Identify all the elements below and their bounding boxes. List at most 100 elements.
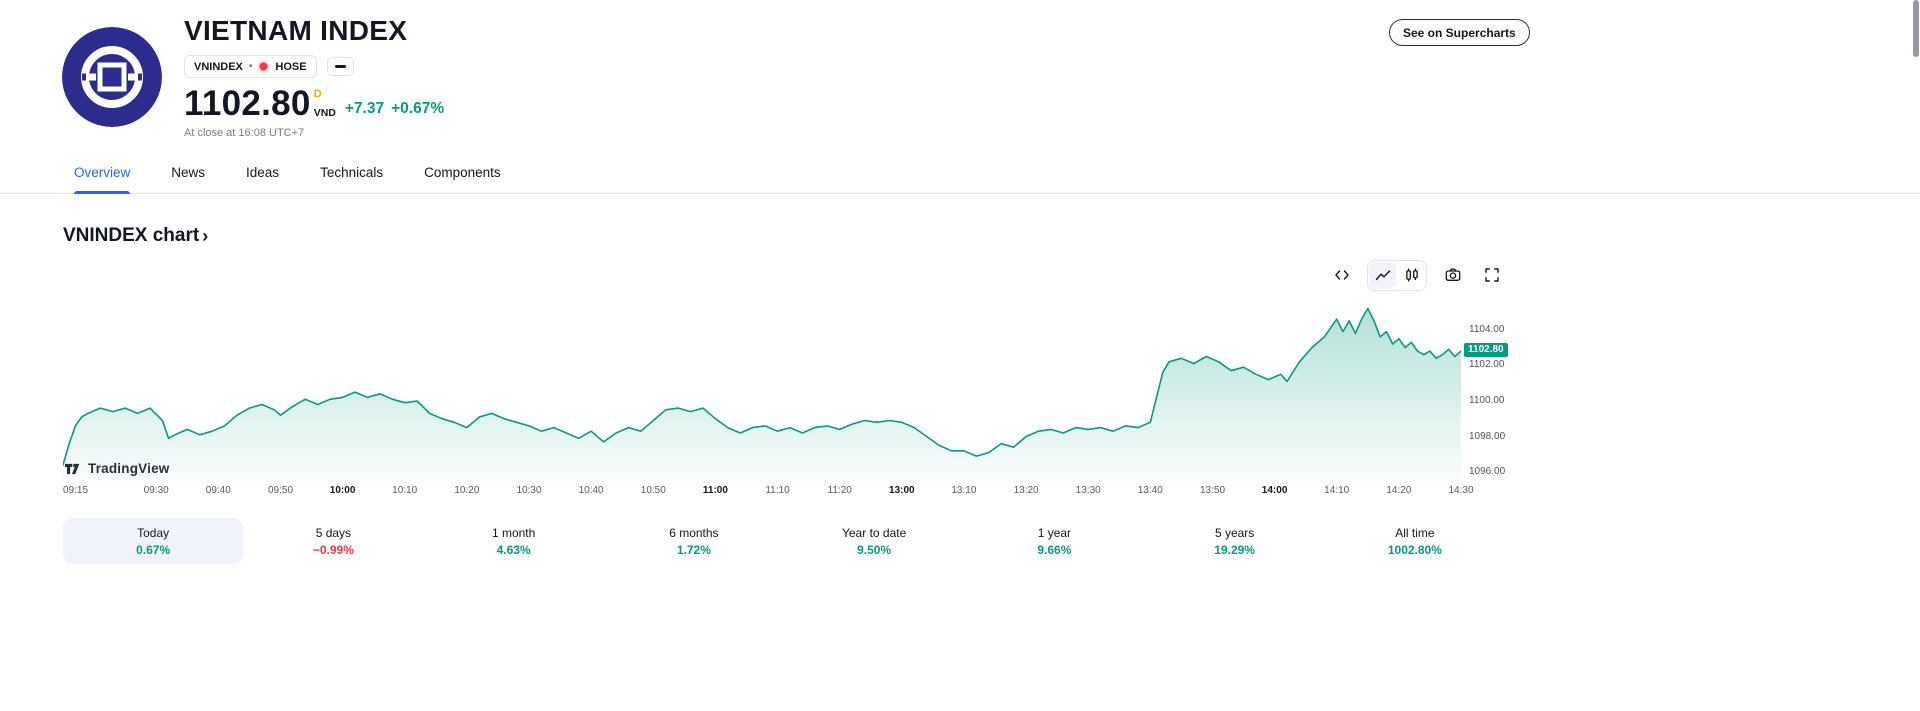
time-tick-label: 14:00	[1261, 485, 1288, 496]
period-label: 1 month	[491, 525, 536, 540]
area-chart-icon	[1375, 270, 1390, 281]
price-tick-label: 1098.00	[1469, 430, 1506, 442]
price-chart[interactable]	[63, 296, 1461, 481]
price-row: 1102.80 D VND +7.37 +0.67%	[184, 86, 444, 121]
price-tick-label: 1100.00	[1469, 394, 1505, 406]
period-value: 1.72%	[676, 542, 711, 557]
time-tick-label: 10:10	[392, 485, 418, 496]
candles-style-button[interactable]	[1398, 262, 1425, 289]
fullscreen-button[interactable]	[1478, 262, 1505, 289]
period-today[interactable]: Today 0.67%	[63, 518, 244, 564]
period-performance-bar: Today 0.67% 5 days −0.99% 1 month 4.63% …	[63, 518, 1505, 564]
time-tick-label: 10:00	[329, 485, 356, 496]
camera-icon	[1445, 268, 1460, 281]
period-label: Today	[137, 525, 170, 540]
period-label: All time	[1395, 525, 1435, 540]
separator-dot: •	[248, 61, 253, 72]
see-on-supercharts-button[interactable]: See on Supercharts	[1389, 19, 1530, 46]
time-tick-label: 09:15	[63, 485, 89, 496]
time-tick-label: 09:30	[143, 485, 169, 496]
period-5-days[interactable]: 5 days −0.99%	[243, 518, 423, 564]
period-5-years[interactable]: 5 years 19.29%	[1145, 518, 1325, 564]
time-axis[interactable]: 09:15 09:30 09:40 09:50 10:00 10:10 10:20 10:30…	[63, 483, 1474, 500]
time-tick-label: 13:50	[1199, 485, 1226, 496]
time-tick-label: 14:20	[1386, 485, 1412, 496]
price-tick-label: 1096.00	[1469, 466, 1506, 478]
chart-section-title-link[interactable]: VNINDEX chart ›	[63, 225, 208, 247]
time-tick-label: 13:30	[1075, 485, 1101, 496]
tab-news[interactable]: News	[171, 165, 206, 180]
price-change: +7.37 +0.67%	[345, 100, 444, 120]
time-tick-label: 09:40	[205, 485, 231, 496]
ticker-exchange-pill[interactable]: VNINDEX • HOSE	[184, 55, 317, 78]
period-value: 1002.80%	[1387, 542, 1442, 557]
watermark-label: TradingView	[88, 461, 170, 476]
price-axis[interactable]: 1104.00 1102.00 1100.00 1098.00 1096.00 1102.…	[1461, 296, 1508, 481]
tradingview-watermark[interactable]: TradingView	[65, 461, 169, 476]
minus-icon	[334, 64, 346, 69]
time-tick-label: 14:10	[1324, 485, 1350, 496]
delayed-data-flag: D	[313, 88, 322, 100]
exchange-logo-icon	[258, 61, 270, 72]
price-unit: D VND	[314, 89, 336, 120]
embed-code-button[interactable]	[1328, 262, 1355, 289]
period-value: 19.29%	[1214, 542, 1255, 557]
symbol-tabs: Overview News Ideas Technicals Component…	[0, 152, 1920, 194]
time-tick-label: 14:30	[1448, 485, 1474, 496]
symbol-header: VIETNAM INDEX VNINDEX • HOSE 1102.80 D V…	[0, 0, 1920, 152]
time-tick-label: 13:40	[1137, 485, 1163, 496]
time-tick-label: 13:20	[1013, 485, 1039, 496]
period-year-to-date[interactable]: Year to date 9.50%	[784, 518, 964, 564]
chart-section-title: VNINDEX chart	[63, 225, 200, 246]
page-scrollbar[interactable]	[1911, 0, 1920, 711]
symbol-title: VIETNAM INDEX	[184, 15, 408, 46]
vnindex-logo-icon	[62, 27, 162, 127]
market-status-note: At close at 16:08 UTC+7	[184, 127, 305, 139]
time-tick-label: 13:00	[889, 485, 915, 496]
change-absolute: +7.37	[344, 100, 385, 117]
tab-technicals[interactable]: Technicals	[320, 165, 384, 180]
period-value: 0.67%	[136, 542, 171, 557]
period-label: 1 year	[1037, 525, 1072, 540]
fullscreen-icon	[1484, 268, 1499, 282]
time-tick-label: 13:10	[951, 485, 977, 496]
area-style-button[interactable]	[1369, 261, 1396, 289]
chart-style-switcher	[1367, 259, 1427, 291]
period-value: −0.99%	[312, 542, 354, 557]
chart-toolbar	[63, 259, 1505, 291]
tab-components[interactable]: Components	[424, 165, 501, 180]
chart-section: 1104.00 1102.00 1100.00 1098.00 1096.00 1102.…	[63, 259, 1508, 500]
period-all-time[interactable]: All time 1002.80%	[1325, 518, 1505, 564]
period-label: Year to date	[841, 525, 907, 540]
last-price-badge: 1102.80	[1464, 343, 1508, 358]
period-value: 9.66%	[1037, 542, 1072, 557]
tradingview-logo-icon	[65, 463, 80, 474]
time-tick-label: 11:10	[765, 485, 790, 496]
candles-icon	[1405, 268, 1418, 282]
chevron-right-icon: ›	[202, 226, 209, 246]
period-label: 6 months	[669, 525, 719, 540]
collapse-button[interactable]	[326, 57, 354, 76]
tab-ideas[interactable]: Ideas	[246, 165, 280, 180]
time-tick-label: 10:50	[640, 485, 666, 496]
period-value: 4.63%	[496, 542, 531, 557]
period-value: 9.50%	[857, 542, 892, 557]
period-1-year[interactable]: 1 year 9.66%	[964, 518, 1144, 564]
period-label: 5 years	[1214, 525, 1255, 540]
time-tick-label: 11:20	[827, 485, 852, 496]
time-tick-label: 11:00	[702, 485, 728, 496]
exchange-label: HOSE	[275, 60, 307, 73]
period-6-months[interactable]: 6 months 1.72%	[604, 518, 784, 564]
time-tick-label: 10:40	[578, 485, 604, 496]
scrollbar-thumb[interactable]	[1913, 0, 1919, 57]
time-tick-label: 10:30	[516, 485, 542, 496]
chart-plot-area: 1104.00 1102.00 1100.00 1098.00 1096.00 1102.…	[63, 296, 1508, 481]
period-1-month[interactable]: 1 month 4.63%	[424, 518, 604, 564]
symbol-logo	[62, 27, 162, 127]
symbol-info: VIETNAM INDEX VNINDEX • HOSE 1102.80 D V…	[184, 16, 444, 139]
tab-overview[interactable]: Overview	[74, 152, 131, 194]
snapshot-button[interactable]	[1439, 262, 1466, 289]
change-percent: +0.67%	[391, 100, 445, 117]
price-tick-label: 1104.00	[1469, 323, 1505, 335]
period-label: 5 days	[315, 525, 352, 540]
